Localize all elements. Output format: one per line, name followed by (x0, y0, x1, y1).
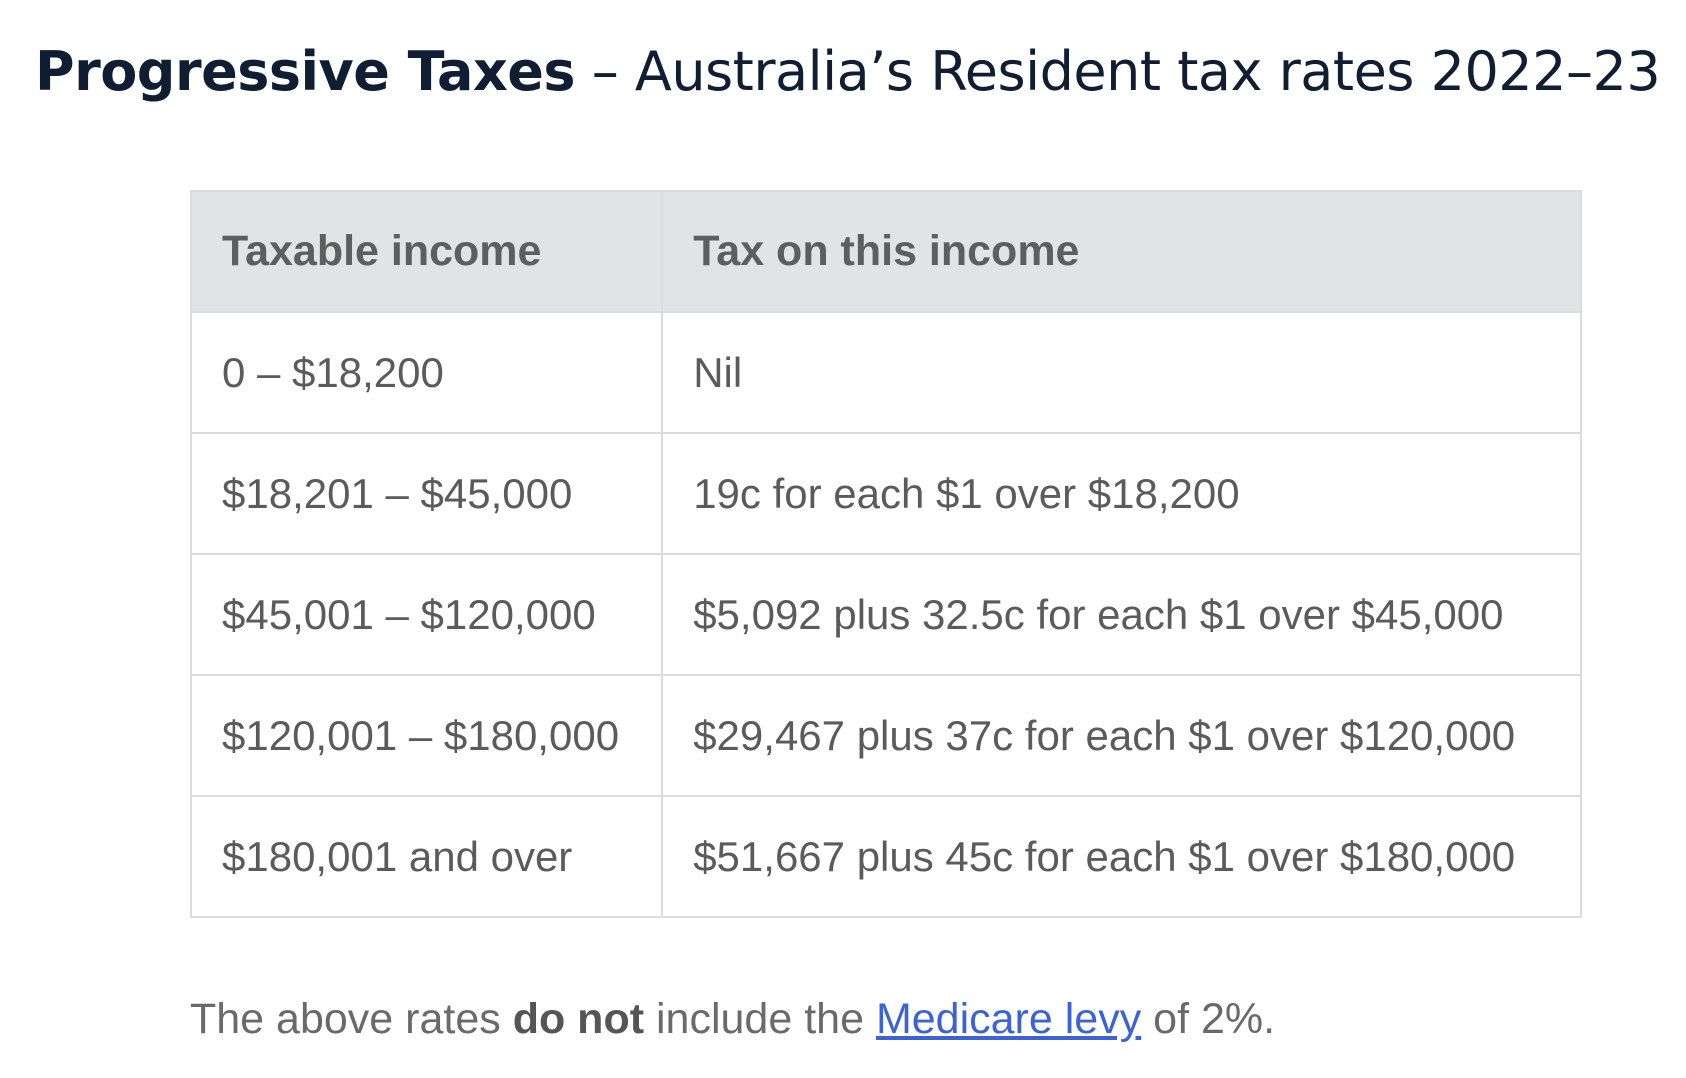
income-bracket-cell: $180,001 and over (189, 795, 664, 918)
tax-description-cell: Nil (661, 311, 1582, 434)
income-bracket-cell: $18,201 – $45,000 (189, 432, 664, 555)
page-title-bold: Progressive Taxes (35, 40, 576, 103)
table-header-row: Taxable income Tax on this income (189, 190, 1582, 313)
tax-description-cell: $51,667 plus 45c for each $1 over $180,0… (661, 795, 1582, 918)
income-bracket-cell: $120,001 – $180,000 (189, 674, 664, 797)
footnote-text-after: of 2%. (1141, 995, 1276, 1043)
header-tax-on-income: Tax on this income (661, 190, 1582, 313)
tax-description-cell: 19c for each $1 over $18,200 (661, 432, 1582, 555)
footnote-text-before: The above rates (190, 995, 513, 1043)
table-row: $18,201 – $45,000 19c for each $1 over $… (189, 432, 1582, 555)
table-row: $45,001 – $120,000 $5,092 plus 32.5c for… (189, 553, 1582, 676)
header-taxable-income: Taxable income (189, 190, 664, 313)
table-row: 0 – $18,200 Nil (189, 311, 1582, 434)
tax-rates-table: Taxable income Tax on this income 0 – $1… (189, 190, 1582, 918)
page-title: Progressive Taxes – Australia’s Resident… (35, 30, 1661, 114)
table-row: $120,001 – $180,000 $29,467 plus 37c for… (189, 674, 1582, 797)
footnote-emphasis: do not (512, 995, 645, 1043)
tax-description-cell: $5,092 plus 32.5c for each $1 over $45,0… (661, 553, 1582, 676)
income-bracket-cell: $45,001 – $120,000 (189, 553, 664, 676)
tax-description-cell: $29,467 plus 37c for each $1 over $120,0… (661, 674, 1582, 797)
footnote: The above rates do not include the Medic… (190, 995, 1275, 1044)
income-bracket-cell: 0 – $18,200 (189, 311, 664, 434)
page-title-rest: – Australia’s Resident tax rates 2022–23 (575, 40, 1661, 103)
footnote-text-middle: include the (644, 995, 876, 1043)
table-row: $180,001 and over $51,667 plus 45c for e… (189, 795, 1582, 918)
medicare-levy-link[interactable]: Medicare levy (875, 995, 1142, 1043)
